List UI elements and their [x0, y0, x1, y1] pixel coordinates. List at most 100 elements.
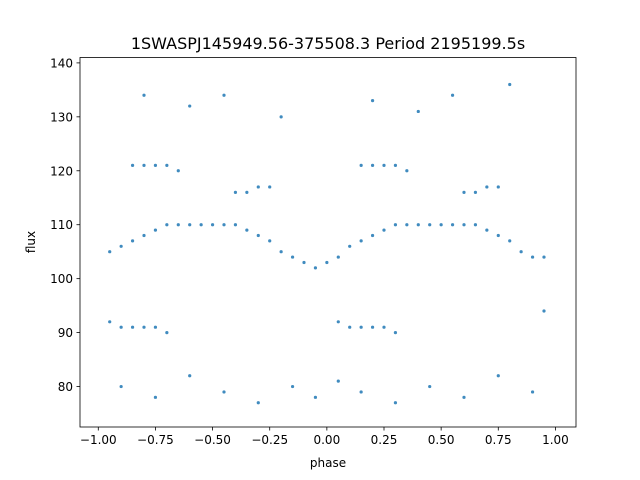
data-point: [222, 93, 226, 97]
data-point: [508, 239, 512, 243]
data-point: [416, 223, 420, 227]
x-axis-ticks: −1.00 −0.75 −0.50 −0.25 0.00 0.25 0.50 0.75 1.00: [80, 427, 569, 447]
y-tick-label: 90: [58, 326, 73, 340]
data-point: [188, 374, 192, 378]
y-axis-ticks: 80 90 100 110 120 130 140: [50, 56, 80, 394]
data-point: [428, 223, 432, 227]
data-point: [348, 325, 352, 329]
data-point: [393, 401, 398, 405]
y-tick-label: 80: [58, 380, 73, 394]
data-point: [256, 401, 260, 405]
data-point: [130, 239, 135, 243]
data-point: [370, 325, 375, 329]
data-point: [165, 163, 169, 167]
y-axis-label: flux: [24, 231, 38, 253]
data-point: [233, 223, 238, 227]
data-point: [405, 223, 409, 227]
data-point: [142, 325, 146, 329]
data-point: [359, 390, 363, 394]
data-point: [450, 223, 455, 227]
data-point: [119, 325, 123, 329]
x-tick-label: 0.75: [485, 433, 512, 447]
x-tick-label: 0.25: [371, 433, 398, 447]
data-point: [336, 320, 340, 324]
data-point: [153, 228, 158, 232]
data-point: [519, 250, 523, 254]
data-point: [268, 239, 272, 243]
data-point: [222, 223, 226, 227]
data-point: [313, 266, 318, 270]
data-point: [290, 384, 295, 389]
data-point: [268, 185, 272, 189]
y-tick-label: 110: [50, 218, 73, 232]
data-point: [108, 250, 112, 254]
data-point: [165, 223, 169, 227]
data-point: [462, 190, 466, 194]
data-point: [542, 309, 546, 313]
data-points: [108, 82, 546, 405]
data-point: [405, 169, 409, 173]
data-point: [370, 163, 375, 167]
data-point: [359, 239, 363, 243]
data-point: [210, 223, 215, 227]
data-point: [473, 190, 478, 194]
plot-frame: [79, 57, 577, 428]
data-point: [508, 82, 512, 87]
data-point: [336, 255, 340, 259]
data-point: [462, 223, 466, 227]
data-point: [290, 255, 295, 259]
data-point: [416, 109, 420, 114]
data-point: [439, 223, 443, 227]
data-point: [382, 325, 386, 329]
x-tick-label: 0.00: [313, 433, 340, 447]
data-point: [359, 325, 363, 329]
y-tick-label: 130: [50, 110, 73, 124]
data-point: [188, 104, 192, 108]
data-point: [119, 244, 123, 248]
data-point: [245, 190, 249, 194]
data-point: [393, 223, 398, 227]
x-tick-label: −0.75: [137, 433, 174, 447]
data-point: [393, 163, 398, 167]
data-point: [188, 223, 192, 227]
data-point: [485, 228, 489, 232]
data-point: [313, 395, 318, 399]
data-point: [130, 163, 135, 167]
data-point: [279, 115, 283, 119]
x-tick-label: 0.50: [428, 433, 455, 447]
data-point: [473, 223, 478, 227]
data-point: [530, 390, 535, 394]
data-point: [370, 233, 375, 238]
x-tick-label: −0.50: [194, 433, 231, 447]
data-point: [119, 384, 123, 389]
data-point: [245, 228, 249, 232]
data-point: [336, 379, 340, 383]
data-point: [142, 233, 146, 238]
data-point: [325, 260, 329, 265]
data-point: [530, 255, 535, 259]
data-point: [382, 228, 386, 232]
data-point: [393, 331, 398, 335]
data-point: [485, 185, 489, 189]
data-point: [142, 163, 146, 167]
data-point: [382, 163, 386, 167]
data-point: [496, 374, 500, 378]
data-point: [176, 223, 180, 227]
data-point: [153, 325, 158, 329]
x-tick-label: −1.00: [80, 433, 117, 447]
data-point: [130, 325, 135, 329]
data-point: [302, 260, 306, 265]
data-point: [359, 163, 363, 167]
data-point: [428, 384, 432, 389]
data-point: [165, 331, 169, 335]
data-point: [348, 244, 352, 248]
data-point: [176, 169, 180, 173]
x-axis-label: phase: [310, 456, 346, 470]
data-point: [142, 93, 146, 97]
data-point: [256, 185, 260, 189]
data-point: [462, 395, 466, 399]
y-tick-label: 100: [50, 272, 73, 286]
data-point: [222, 390, 226, 394]
